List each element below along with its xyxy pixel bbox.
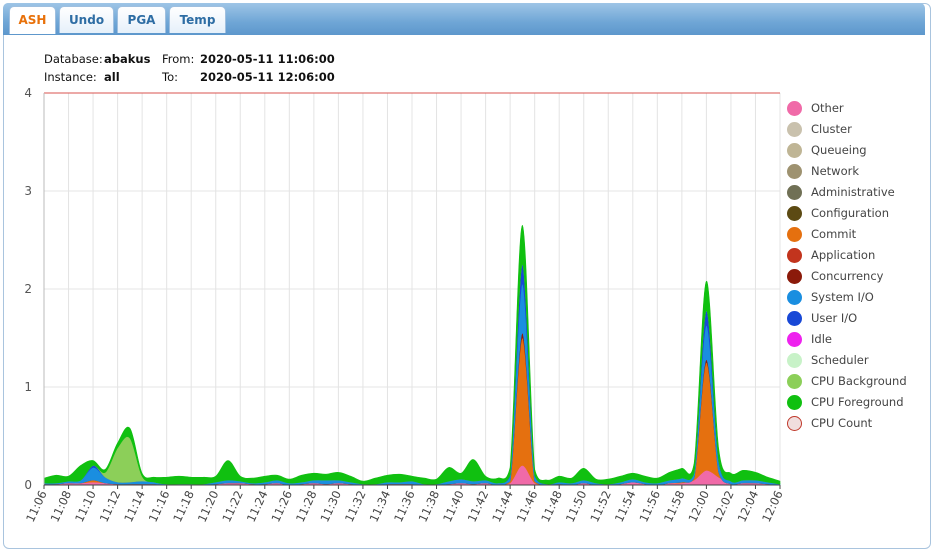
y-tick-label: 4	[24, 86, 32, 100]
legend-label: Other	[811, 101, 844, 115]
x-tick-label: 11:58	[661, 488, 688, 524]
x-tick-label: 11:06	[23, 488, 50, 524]
x-tick-label: 11:42	[465, 488, 492, 524]
x-tick-label: 12:02	[710, 488, 737, 524]
legend-swatch	[787, 248, 802, 263]
legend-label: Concurrency	[811, 269, 884, 283]
legend-label: CPU Background	[811, 374, 907, 388]
x-tick-label: 11:22	[219, 488, 246, 524]
legend-swatch	[787, 122, 802, 137]
legend-swatch	[787, 311, 802, 326]
x-tick-label: 11:08	[48, 488, 75, 524]
legend-label: Queueing	[811, 143, 867, 157]
database-label: Database:	[44, 52, 103, 66]
tab-ash[interactable]: ASH	[9, 6, 56, 34]
legend-swatch	[787, 290, 802, 305]
legend-swatch	[787, 206, 802, 221]
instance-label: Instance:	[44, 70, 97, 84]
x-tick-label: 11:44	[489, 488, 516, 524]
x-tick-label: 11:32	[342, 488, 369, 524]
x-tick-label: 11:56	[636, 488, 663, 524]
instance-value: all	[104, 70, 120, 84]
x-tick-label: 11:50	[563, 488, 590, 524]
legend-label: Application	[811, 248, 876, 262]
legend-swatch	[787, 269, 802, 284]
x-tick-label: 11:54	[612, 488, 639, 524]
x-tick-label: 11:24	[244, 488, 271, 524]
x-tick-label: 11:28	[293, 488, 320, 524]
y-tick-label: 2	[24, 282, 32, 296]
legend-label: CPU Foreground	[811, 395, 904, 409]
tab-temp[interactable]: Temp	[169, 6, 226, 33]
x-tick-label: 12:06	[759, 488, 786, 524]
legend-swatch	[787, 353, 802, 368]
y-tick-label: 3	[24, 184, 32, 198]
legend-label: CPU Count	[811, 416, 873, 430]
x-tick-label: 11:18	[170, 488, 197, 524]
ash-panel	[3, 3, 931, 549]
tab-pga[interactable]: PGA	[117, 6, 166, 33]
legend-swatch	[787, 101, 802, 116]
tab-undo[interactable]: Undo	[59, 6, 114, 33]
legend-swatch	[787, 374, 802, 389]
legend-swatch	[787, 332, 802, 347]
legend-swatch	[787, 185, 802, 200]
to-label: To:	[162, 70, 178, 84]
y-tick-label: 1	[24, 380, 32, 394]
legend-swatch	[787, 227, 802, 242]
x-tick-label: 11:16	[146, 488, 173, 524]
from-value: 2020-05-11 11:06:00	[200, 52, 335, 66]
legend-label: Commit	[811, 227, 857, 241]
legend-swatch	[787, 395, 802, 410]
legend-label: System I/O	[811, 290, 874, 304]
legend-swatch	[787, 143, 802, 158]
legend-label: Idle	[811, 332, 832, 346]
x-tick-label: 11:48	[538, 488, 565, 524]
database-value: abakus	[104, 52, 151, 66]
x-tick-label: 11:26	[268, 488, 295, 524]
legend-label: Scheduler	[811, 353, 869, 367]
x-tick-label: 11:40	[440, 488, 467, 524]
x-tick-label: 11:46	[514, 488, 541, 524]
legend-label: User I/O	[811, 311, 858, 325]
x-tick-label: 11:30	[317, 488, 344, 524]
from-label: From:	[162, 52, 195, 66]
x-tick-label: 11:52	[587, 488, 614, 524]
x-tick-label: 11:10	[72, 488, 99, 524]
x-tick-label: 12:04	[734, 488, 761, 524]
to-value: 2020-05-11 12:06:00	[200, 70, 335, 84]
x-tick-label: 11:36	[391, 488, 418, 524]
x-tick-label: 11:12	[97, 488, 124, 524]
x-tick-label: 11:34	[366, 488, 393, 524]
x-tick-label: 11:20	[195, 488, 222, 524]
legend-label: Administrative	[811, 185, 895, 199]
x-tick-label: 11:38	[416, 488, 443, 524]
legend-label: Configuration	[811, 206, 889, 220]
legend-swatch	[787, 164, 802, 179]
area-cpu-foreground	[43, 224, 781, 485]
y-tick-label: 0	[24, 478, 32, 492]
legend-label: Network	[811, 164, 860, 178]
x-tick-label: 11:14	[121, 488, 148, 524]
legend-label: Cluster	[811, 122, 852, 136]
legend-swatch	[787, 416, 802, 431]
chart-grid	[43, 92, 781, 486]
x-tick-label: 12:00	[685, 488, 712, 524]
